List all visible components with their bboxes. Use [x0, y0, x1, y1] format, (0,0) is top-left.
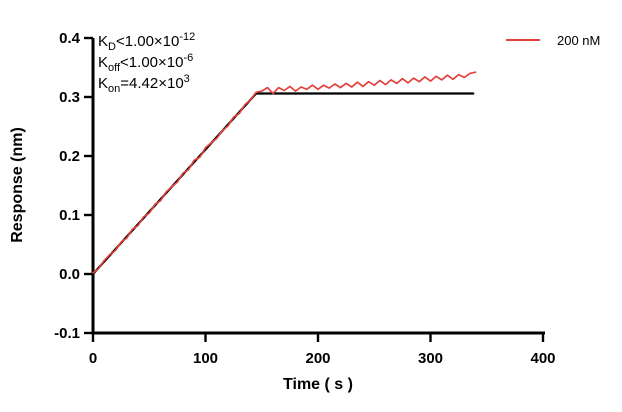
y-tick-label: 0.1: [59, 207, 80, 224]
x-tick-label: 200: [305, 350, 330, 367]
kon-value-line: Kon=4.42×103: [98, 73, 195, 95]
y-tick-label: 0.3: [59, 89, 80, 106]
series-200-nM-curve: [92, 71, 477, 274]
kon-subscript: on: [108, 83, 121, 95]
kd-expression: <1.00×10: [115, 33, 180, 50]
data-series: [91, 71, 477, 276]
kon-expression: =4.42×10: [120, 75, 184, 92]
kd-exponent: -12: [179, 31, 196, 43]
legend-label: 200 nM: [557, 32, 601, 48]
y-axis-title: Response (nm): [9, 127, 26, 243]
kd-value-line: KD<1.00×10-12: [98, 31, 196, 53]
x-tick-label: 400: [530, 350, 555, 367]
koff-expression: <1.00×10: [120, 54, 184, 71]
kinetics-annotation: KD<1.00×10-12 Koff<1.00×10-6 Kon=4.42×10…: [98, 31, 196, 95]
y-tick-label: 0.2: [59, 148, 80, 165]
kon-symbol: K: [98, 75, 109, 92]
koff-exponent: -6: [183, 52, 194, 64]
x-tick-label: 300: [418, 350, 443, 367]
koff-subscript: off: [108, 62, 121, 74]
legend: 200 nM: [506, 32, 601, 48]
y-tick-label: 0.0: [59, 266, 80, 283]
x-axis-title: Time ( s ): [283, 376, 353, 393]
koff-symbol: K: [98, 54, 109, 71]
x-tick-label: 0: [89, 350, 97, 367]
series-fit-curve: [91, 92, 475, 276]
koff-value-line: Koff<1.00×10-6: [98, 52, 195, 74]
kon-exponent: 3: [183, 73, 190, 85]
axes: 0 100 200 300 400 -0.1 0.0 0.1 0.2 0.3 0.4: [54, 30, 555, 367]
y-tick-label: -0.1: [54, 325, 80, 342]
y-tick-label: 0.4: [59, 30, 81, 47]
kd-subscript: D: [108, 41, 116, 53]
x-tick-label: 100: [193, 350, 218, 367]
legend-line-swatch: [506, 39, 540, 41]
kd-symbol: K: [98, 33, 109, 50]
